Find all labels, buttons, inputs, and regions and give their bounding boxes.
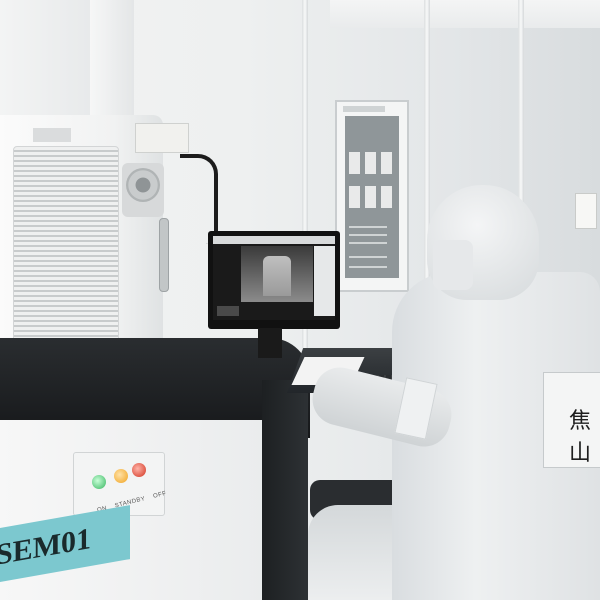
wall-note bbox=[575, 193, 597, 229]
cable bbox=[180, 154, 218, 244]
sem-structure bbox=[263, 256, 291, 296]
safety-poster bbox=[335, 100, 409, 292]
monitor bbox=[208, 231, 340, 329]
poster-panel bbox=[345, 116, 399, 278]
poster-text-line bbox=[349, 242, 387, 244]
power-switch-panel bbox=[73, 452, 165, 516]
console-leg bbox=[262, 380, 308, 600]
poster-text-line bbox=[349, 256, 387, 258]
equipment-id-text: SEM01 bbox=[0, 521, 92, 572]
chamber-label-plate bbox=[33, 128, 71, 142]
microscope-column bbox=[0, 0, 90, 126]
chamber-sticker bbox=[135, 123, 189, 153]
suit-back-label: 焦山 bbox=[543, 372, 600, 468]
monitor-screen[interactable] bbox=[213, 236, 335, 320]
poster-figure bbox=[365, 152, 376, 174]
poster-figure bbox=[381, 186, 392, 208]
monitor-stand bbox=[258, 328, 282, 358]
ceiling bbox=[330, 0, 600, 28]
poster-text-line bbox=[349, 226, 387, 228]
poster-text-line bbox=[349, 234, 387, 236]
poster-title-bar bbox=[343, 106, 385, 112]
suit-back-label-text: 焦山 bbox=[569, 409, 592, 466]
chamber-vent-grille bbox=[13, 146, 119, 358]
standby-button[interactable] bbox=[114, 469, 128, 483]
power-off-button[interactable] bbox=[132, 463, 146, 477]
sem-image bbox=[241, 246, 313, 302]
chamber-door-handle[interactable] bbox=[159, 218, 169, 292]
screen-toolbar bbox=[213, 236, 335, 244]
screen-thumbnail bbox=[217, 306, 239, 316]
poster-figure bbox=[365, 186, 376, 208]
port-disc bbox=[126, 168, 160, 202]
screen-side-panel bbox=[314, 246, 335, 316]
poster-figure bbox=[349, 186, 360, 208]
power-on-button[interactable] bbox=[92, 475, 106, 489]
poster-text-line bbox=[349, 266, 387, 268]
poster-figure bbox=[381, 152, 392, 174]
operator-face-mask bbox=[433, 240, 473, 290]
poster-figure bbox=[349, 152, 360, 174]
